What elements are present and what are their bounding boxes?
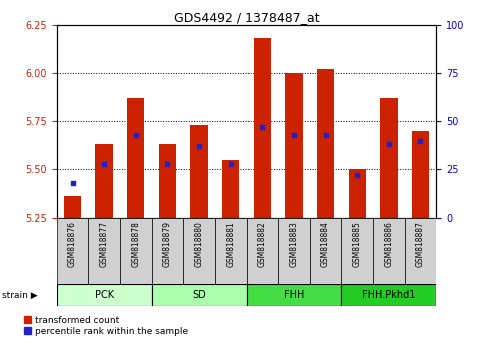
Bar [349,170,366,218]
Bar [222,160,240,218]
Point [290,132,298,138]
Text: GSM818887: GSM818887 [416,221,425,267]
Text: FHH.Pkhd1: FHH.Pkhd1 [362,290,416,300]
Text: GSM818883: GSM818883 [289,221,298,267]
Point [164,161,172,166]
Bar [341,284,436,306]
Bar [183,218,215,285]
Bar [215,218,246,285]
Point [258,124,266,130]
Point [321,132,329,138]
Point [69,180,76,186]
Point [195,143,203,149]
Bar [127,98,144,218]
Bar [88,218,120,285]
Text: GSM818882: GSM818882 [258,221,267,267]
Bar [152,218,183,285]
Bar [159,144,176,218]
Point [353,172,361,178]
Bar [317,69,334,218]
Bar [190,125,208,218]
Bar [120,218,152,285]
Bar [253,38,271,218]
Title: GDS4492 / 1378487_at: GDS4492 / 1378487_at [174,11,319,24]
Text: PCK: PCK [95,290,114,300]
Text: GSM818881: GSM818881 [226,221,235,267]
Text: GSM818885: GSM818885 [352,221,362,267]
Point [132,132,140,138]
Text: strain ▶: strain ▶ [2,291,38,300]
Bar [278,218,310,285]
Text: GSM818886: GSM818886 [385,221,393,267]
Bar [380,98,397,218]
Bar [246,218,278,285]
Text: GSM818884: GSM818884 [321,221,330,267]
Text: GSM818878: GSM818878 [131,221,141,267]
Bar [373,218,405,285]
Legend: transformed count, percentile rank within the sample: transformed count, percentile rank withi… [24,316,188,336]
Bar [285,73,303,218]
Text: FHH: FHH [284,290,304,300]
Bar [152,284,246,306]
Text: GSM818876: GSM818876 [68,221,77,267]
Bar [57,284,152,306]
Point [385,142,393,147]
Bar [57,218,88,285]
Bar [405,218,436,285]
Text: SD: SD [192,290,206,300]
Bar [341,218,373,285]
Bar [246,284,341,306]
Text: GSM818879: GSM818879 [163,221,172,267]
Bar [310,218,341,285]
Point [417,138,424,143]
Point [100,161,108,166]
Bar [96,144,113,218]
Point [227,161,235,166]
Bar [64,196,81,218]
Text: GSM818880: GSM818880 [195,221,204,267]
Text: GSM818877: GSM818877 [100,221,108,267]
Bar [412,131,429,218]
